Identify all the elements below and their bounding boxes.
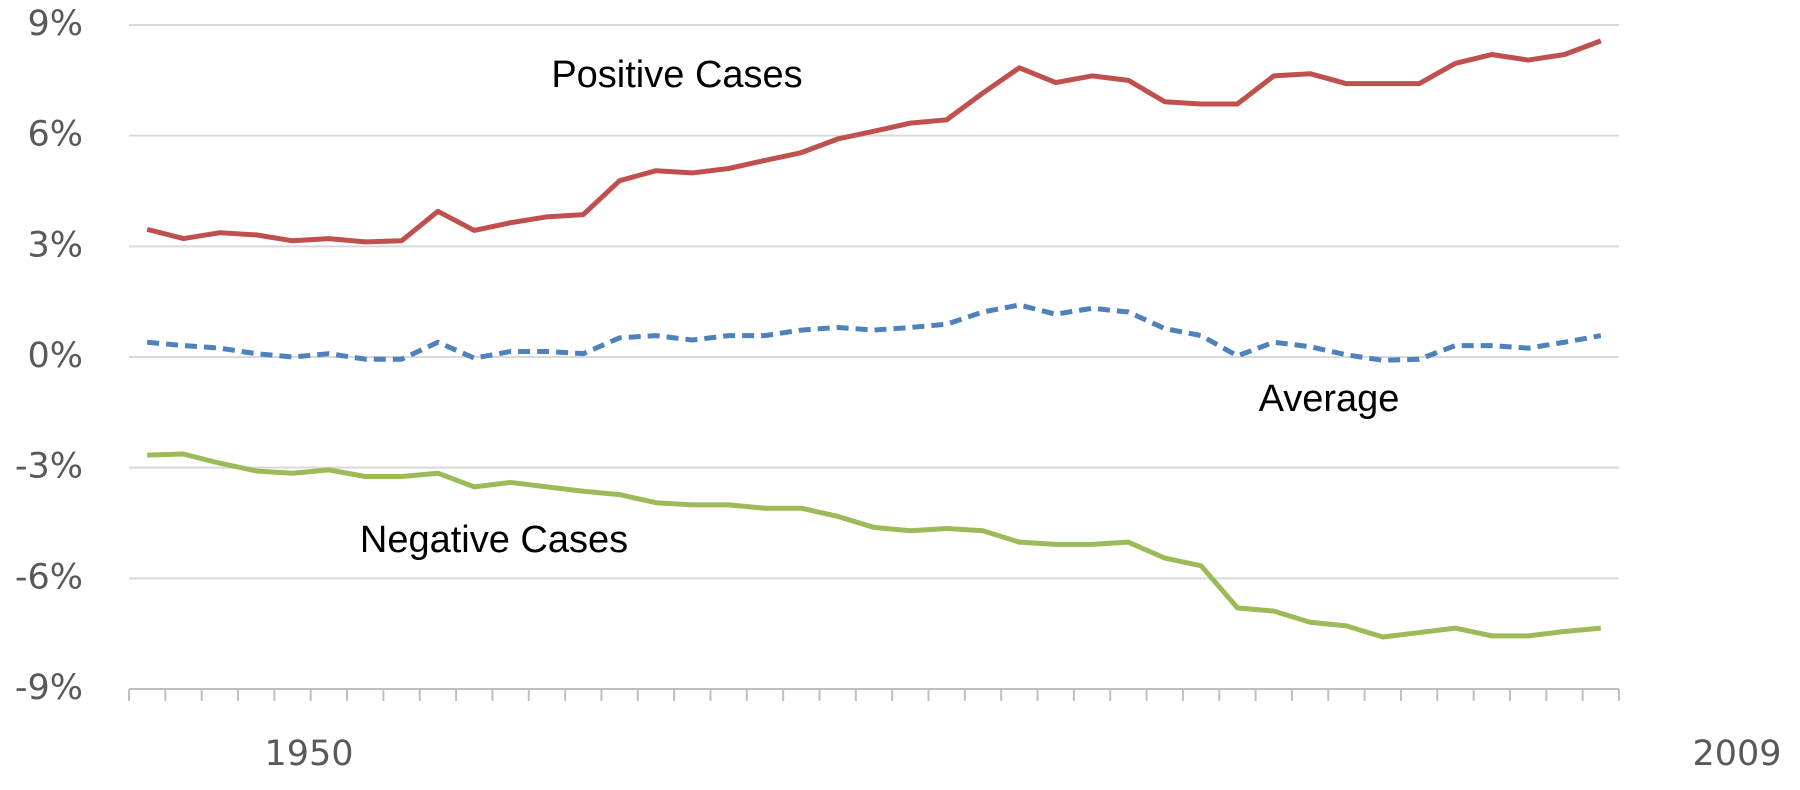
series-line (146, 38, 1602, 245)
series-line (146, 302, 1602, 363)
y-tick-label: -9% (15, 668, 83, 708)
y-tick-label: 9% (27, 4, 83, 44)
series-label: Negative Cases (360, 519, 628, 561)
y-tick-label: 6% (27, 115, 83, 155)
series-line (147, 451, 1602, 640)
x-start-label: 1950 (264, 734, 353, 774)
y-tick-label: -3% (15, 447, 83, 487)
x-end-label: 2009 (1692, 734, 1781, 774)
series-label: Positive Cases (551, 54, 802, 96)
y-tick-label: 0% (27, 336, 83, 376)
series-label: Average (1259, 378, 1400, 420)
y-tick-label: -6% (15, 557, 83, 597)
y-tick-label: 3% (27, 225, 83, 265)
